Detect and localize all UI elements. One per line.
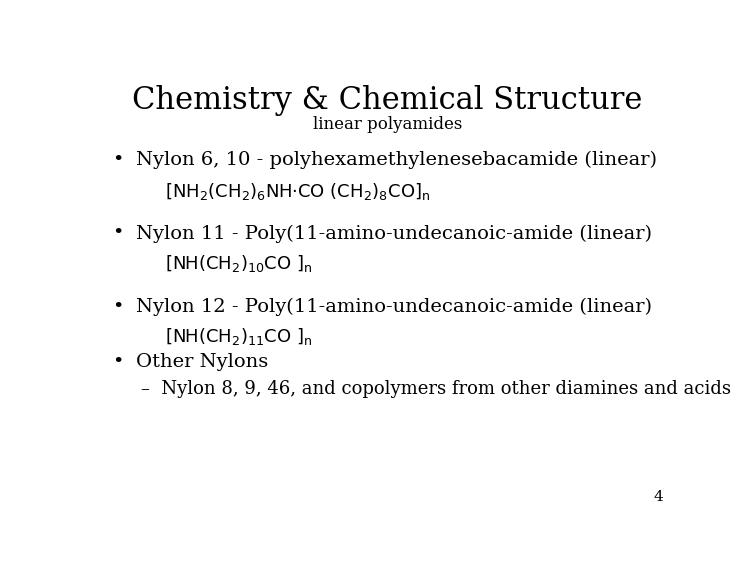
Text: linear polyamides: linear polyamides	[313, 116, 462, 132]
Text: –  Nylon 8, 9, 46, and copolymers from other diamines and acids: – Nylon 8, 9, 46, and copolymers from ot…	[141, 381, 731, 399]
Text: Other Nylons: Other Nylons	[135, 353, 268, 371]
Text: Nylon 11 - Poly(11-amino-undecanoic-amide (linear): Nylon 11 - Poly(11-amino-undecanoic-amid…	[135, 224, 652, 242]
Text: Nylon 6, 10 - polyhexamethylenesebacamide (linear): Nylon 6, 10 - polyhexamethylenesebacamid…	[135, 151, 656, 169]
Text: •: •	[112, 353, 123, 371]
Text: Chemistry & Chemical Structure: Chemistry & Chemical Structure	[132, 85, 643, 116]
Text: •: •	[112, 298, 123, 316]
Text: Nylon 12 - Poly(11-amino-undecanoic-amide (linear): Nylon 12 - Poly(11-amino-undecanoic-amid…	[135, 298, 652, 316]
Text: •: •	[112, 151, 123, 169]
Text: $\mathrm{[NH_2(CH_2)_6NH{\cdot}CO\ (CH_2)_8CO]_n}$: $\mathrm{[NH_2(CH_2)_6NH{\cdot}CO\ (CH_2…	[165, 181, 430, 202]
Text: $\mathrm{[NH(CH_2)_{11}CO\ ]_n}$: $\mathrm{[NH(CH_2)_{11}CO\ ]_n}$	[165, 327, 312, 347]
Text: 4: 4	[653, 490, 663, 504]
Text: •: •	[112, 224, 123, 242]
Text: $\mathrm{[NH(CH_2)_{10}CO\ ]_n}$: $\mathrm{[NH(CH_2)_{10}CO\ ]_n}$	[165, 253, 312, 274]
